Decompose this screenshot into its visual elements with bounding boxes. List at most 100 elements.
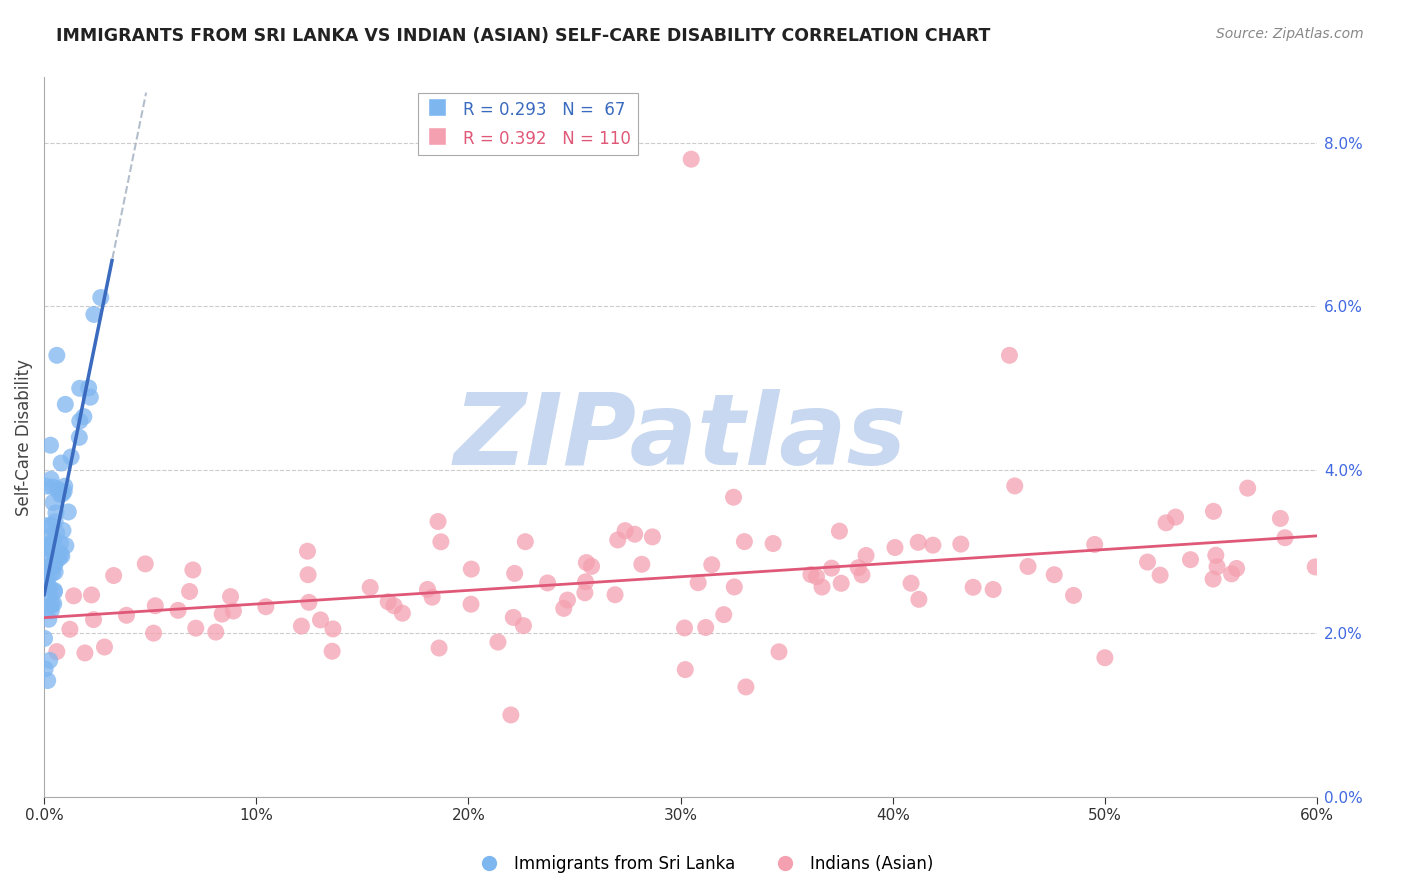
Point bbox=[35, 546, 58, 560]
Point bbox=[83, 307, 105, 321]
Point bbox=[204, 625, 226, 640]
Point bbox=[806, 570, 828, 584]
Point bbox=[460, 597, 482, 611]
Point bbox=[37, 577, 59, 591]
Point bbox=[37, 673, 59, 688]
Point bbox=[46, 549, 69, 563]
Point bbox=[211, 607, 233, 621]
Point bbox=[1202, 572, 1225, 586]
Text: IMMIGRANTS FROM SRI LANKA VS INDIAN (ASIAN) SELF-CARE DISABILITY CORRELATION CHA: IMMIGRANTS FROM SRI LANKA VS INDIAN (ASI… bbox=[56, 27, 991, 45]
Point bbox=[37, 569, 59, 583]
Point bbox=[735, 680, 758, 694]
Point bbox=[42, 495, 65, 509]
Point bbox=[80, 588, 103, 602]
Point bbox=[39, 472, 62, 486]
Point bbox=[1274, 531, 1296, 545]
Point bbox=[382, 599, 405, 613]
Point bbox=[900, 576, 922, 591]
Point bbox=[713, 607, 735, 622]
Point bbox=[62, 589, 84, 603]
Point bbox=[962, 580, 984, 594]
Legend: Immigrants from Sri Lanka, Indians (Asian): Immigrants from Sri Lanka, Indians (Asia… bbox=[465, 848, 941, 880]
Point bbox=[42, 556, 65, 570]
Point bbox=[90, 291, 112, 305]
Point bbox=[855, 549, 877, 563]
Point bbox=[35, 479, 58, 493]
Point bbox=[115, 608, 138, 623]
Point bbox=[298, 595, 321, 609]
Point bbox=[51, 487, 73, 501]
Point bbox=[723, 490, 745, 504]
Point bbox=[553, 601, 575, 615]
Point bbox=[574, 574, 596, 589]
Point bbox=[981, 582, 1004, 597]
Point bbox=[44, 557, 66, 571]
Point bbox=[820, 561, 842, 575]
Point bbox=[55, 539, 77, 553]
Point bbox=[603, 588, 626, 602]
Point bbox=[39, 537, 62, 551]
Point bbox=[427, 640, 450, 655]
Point bbox=[42, 597, 65, 611]
Point bbox=[44, 559, 66, 574]
Point bbox=[41, 566, 63, 581]
Point bbox=[60, 450, 83, 464]
Point bbox=[1164, 510, 1187, 524]
Point bbox=[1094, 650, 1116, 665]
Point bbox=[1270, 511, 1292, 525]
Point bbox=[695, 620, 717, 634]
Point bbox=[1220, 566, 1243, 581]
Point bbox=[38, 530, 60, 544]
Point bbox=[499, 708, 522, 723]
Point bbox=[391, 606, 413, 620]
Point bbox=[1236, 481, 1258, 495]
Point bbox=[34, 541, 56, 555]
Point bbox=[79, 390, 101, 404]
Point bbox=[884, 541, 907, 555]
Point bbox=[73, 646, 96, 660]
Point bbox=[688, 575, 710, 590]
Point bbox=[536, 576, 558, 591]
Point bbox=[1205, 548, 1227, 562]
Point bbox=[321, 644, 343, 658]
Point bbox=[181, 563, 204, 577]
Point bbox=[1084, 537, 1107, 551]
Point bbox=[700, 558, 723, 572]
Point bbox=[512, 618, 534, 632]
Point bbox=[673, 663, 696, 677]
Point bbox=[34, 662, 56, 676]
Point bbox=[45, 506, 67, 520]
Point bbox=[800, 567, 823, 582]
Point bbox=[922, 538, 945, 552]
Point bbox=[39, 518, 62, 533]
Point bbox=[830, 576, 852, 591]
Point bbox=[167, 603, 190, 617]
Text: Source: ZipAtlas.com: Source: ZipAtlas.com bbox=[1216, 27, 1364, 41]
Point bbox=[69, 381, 91, 395]
Point bbox=[134, 557, 156, 571]
Point bbox=[614, 524, 637, 538]
Point bbox=[811, 580, 834, 594]
Point bbox=[39, 438, 62, 452]
Point bbox=[1004, 479, 1026, 493]
Point bbox=[630, 558, 652, 572]
Point bbox=[44, 583, 66, 598]
Point bbox=[45, 526, 67, 541]
Point bbox=[59, 622, 82, 636]
Point bbox=[1149, 568, 1171, 582]
Point bbox=[673, 621, 696, 635]
Point bbox=[45, 644, 67, 658]
Point bbox=[179, 584, 201, 599]
Point bbox=[949, 537, 972, 551]
Point bbox=[51, 549, 73, 563]
Point bbox=[38, 612, 60, 626]
Point bbox=[45, 348, 67, 362]
Point bbox=[45, 543, 67, 558]
Point bbox=[1206, 559, 1229, 574]
Point bbox=[49, 536, 72, 550]
Point bbox=[34, 632, 56, 646]
Point bbox=[83, 613, 105, 627]
Point bbox=[557, 593, 579, 607]
Point bbox=[67, 430, 90, 444]
Point bbox=[38, 581, 60, 595]
